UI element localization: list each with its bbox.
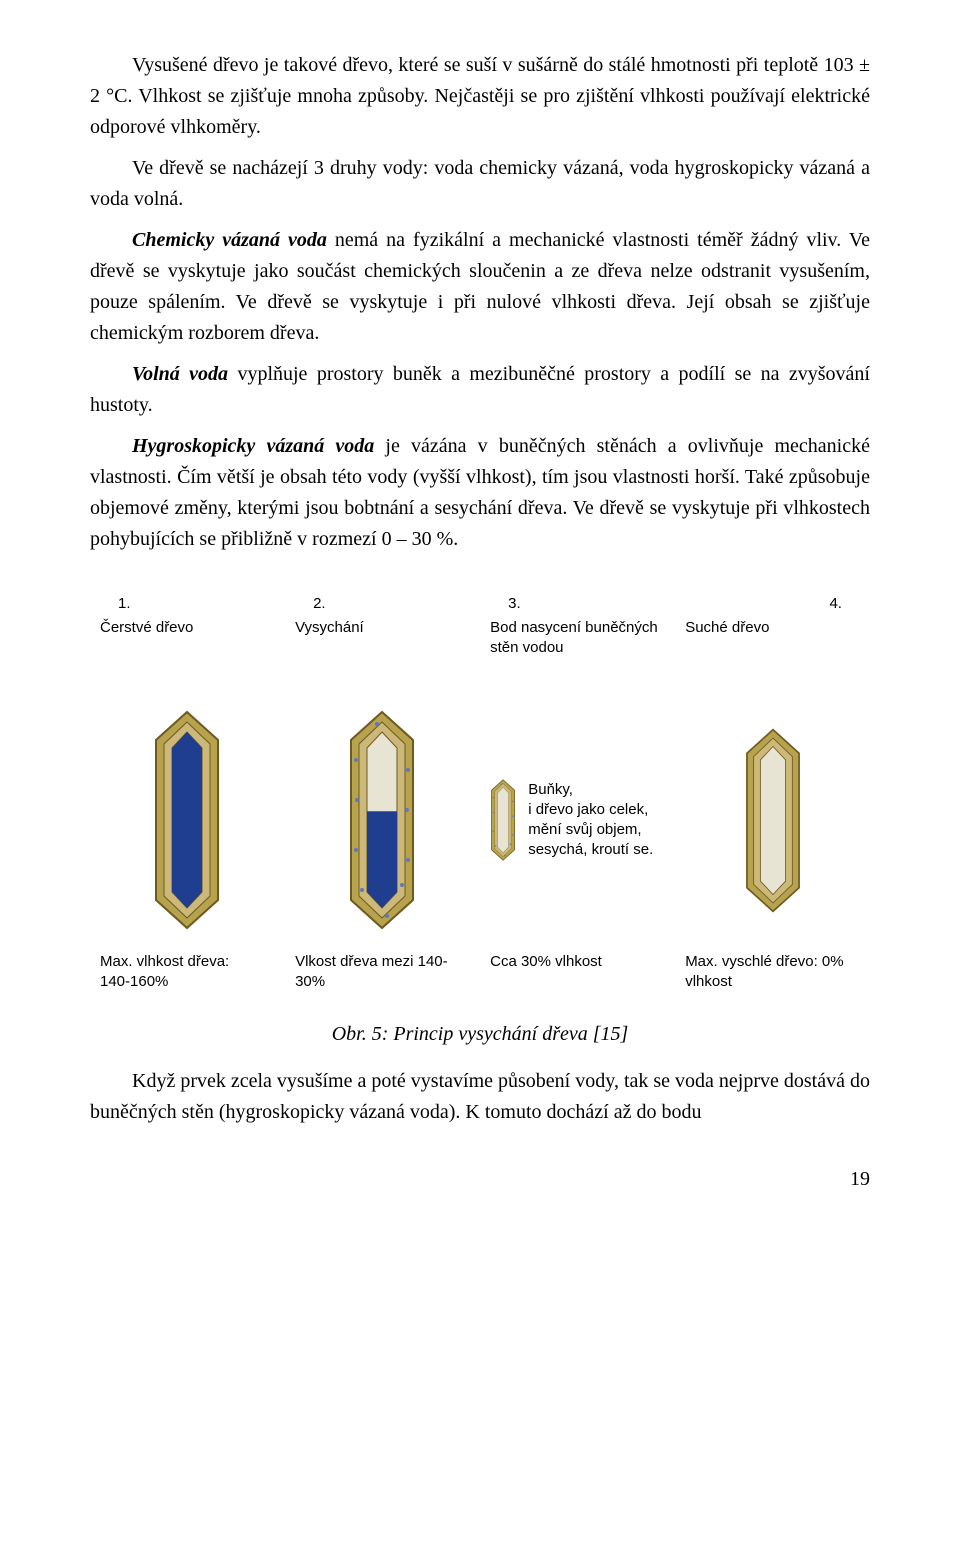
term: Hygroskopicky vázaná voda xyxy=(132,435,374,457)
figure-stage-caption: Cca 30% vlhkost xyxy=(490,952,665,993)
wood-cell-icon xyxy=(347,710,417,930)
figure-stage-number: 4. xyxy=(685,595,860,612)
wood-cell-icon xyxy=(490,710,516,930)
figure-bottom-row: Max. vlhkost dřeva: 140-160% Vlkost dřev… xyxy=(90,952,870,993)
figure-stage-title: Čerstvé dřevo xyxy=(100,618,193,700)
page-number: 19 xyxy=(90,1168,870,1191)
figure-stage-number: 2. xyxy=(295,595,326,612)
figure-drying-principle: 1. Čerstvé dřevo 2. Vysychání 3. Bod nas… xyxy=(90,595,870,993)
wood-cell-icon xyxy=(152,710,222,930)
paragraph: Chemicky vázaná voda nemá na fyzikální a… xyxy=(90,225,870,349)
cell-illustration: Buňky, i dřevo jako celek, mění svůj obj… xyxy=(490,700,665,940)
paragraph: Vysušené dřevo je takové dřevo, které se… xyxy=(90,50,870,143)
paragraph: Hygroskopicky vázaná voda je vázána v bu… xyxy=(90,431,870,555)
figure-header-row: 1. Čerstvé dřevo 2. Vysychání 3. Bod nas… xyxy=(90,595,870,940)
paragraph: Volná voda vyplňuje prostory buněk a mez… xyxy=(90,359,870,421)
paragraph: Když prvek zcela vysušíme a poté vystaví… xyxy=(90,1066,870,1128)
figure-stage-number: 1. xyxy=(100,595,131,612)
figure-caption: Obr. 5: Princip vysychání dřeva [15] xyxy=(90,1023,870,1046)
figure-stage-caption: Max. vlhkost dřeva: 140-160% xyxy=(100,952,275,993)
figure-column-3: 3. Bod nasycení buněčných stěn vodou Buň… xyxy=(490,595,665,940)
paragraph: Ve dřevě se nacházejí 3 druhy vody: voda… xyxy=(90,153,870,215)
cell-illustration xyxy=(100,700,275,940)
cell-illustration xyxy=(295,700,470,940)
figure-column-2: 2. Vysychání xyxy=(295,595,470,940)
figure-stage-title: Vysychání xyxy=(295,618,364,700)
cell-illustration xyxy=(685,700,860,940)
figure-column-4: 4. Suché dřevo xyxy=(685,595,860,940)
figure-stage-caption: Vlkost dřeva mezi 140-30% xyxy=(295,952,470,993)
figure-column-1: 1. Čerstvé dřevo xyxy=(100,595,275,940)
figure-stage-title: Bod nasycení buněčných stěn vodou xyxy=(490,618,665,700)
figure-stage-number: 3. xyxy=(490,595,521,612)
document-page: Vysušené dřevo je takové dřevo, které se… xyxy=(0,0,960,1231)
figure-stage-title: Suché dřevo xyxy=(685,618,769,700)
term: Volná voda xyxy=(132,363,228,385)
wood-cell-icon xyxy=(743,728,803,913)
figure-stage-caption: Max. vyschlé dřevo: 0% vlhkost xyxy=(685,952,860,993)
figure-side-note: Buňky, i dřevo jako celek, mění svůj obj… xyxy=(524,780,665,861)
term: Chemicky vázaná voda xyxy=(132,229,327,251)
